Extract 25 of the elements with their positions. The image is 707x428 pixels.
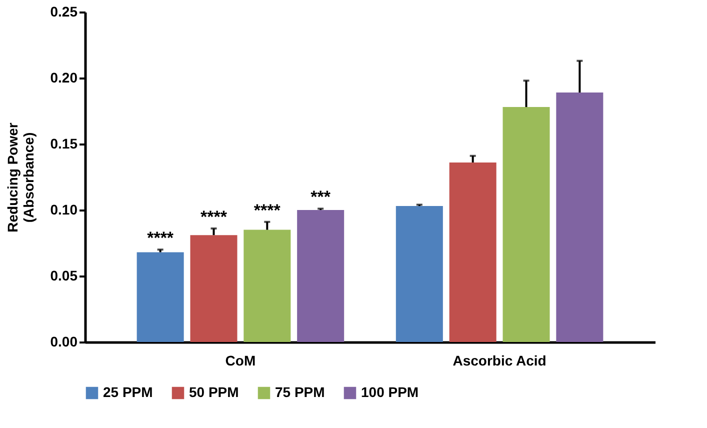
legend-label: 25 PPM [103,384,153,400]
annotation: *** [310,188,331,207]
bar [396,206,443,342]
x-tick-label: Ascorbic Acid [452,352,546,368]
annotation: **** [147,228,174,248]
y-tick-label: 0.25 [50,4,78,20]
annotation: **** [200,207,228,226]
bar [244,230,291,342]
bar [190,235,238,342]
bar [449,162,496,342]
y-axis-title: Reducing Power (Absorbance) [4,122,36,232]
y-tick-label: 0.20 [50,70,78,86]
y-tick-label: 0.00 [50,334,78,350]
y-tick-label: 0.15 [50,136,78,152]
y-tick-label: 0.10 [50,202,78,218]
legend-label: 75 PPM [275,384,325,400]
y-tick-label: 0.05 [50,268,78,284]
annotation: **** [254,200,281,220]
legend-label: 100 PPM [361,384,419,400]
bar [502,107,550,342]
bar [297,210,344,342]
legend-label: 50 PPM [189,384,239,400]
bar [556,92,604,342]
x-tick-label: CoM [225,352,256,368]
bar [136,252,184,342]
